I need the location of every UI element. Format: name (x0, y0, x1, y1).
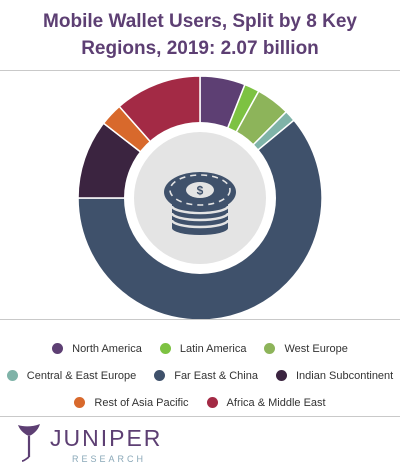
chart-title-line-2: Regions, 2019: 2.07 billion (81, 38, 319, 59)
legend-label: Africa & Middle East (226, 396, 326, 409)
legend-swatch (275, 370, 287, 381)
legend-item: Central & East Europe (6, 369, 137, 382)
legend-label: Latin America (179, 342, 247, 355)
legend-label: Far East & China (174, 369, 258, 382)
legend-label: West Europe (284, 342, 348, 355)
legend-row: Rest of Asia Pacific Africa & Middle East (0, 389, 400, 416)
legend-item: Rest of Asia Pacific (74, 396, 189, 409)
legend-label: Central & East Europe (26, 369, 137, 382)
legend-swatch (159, 343, 171, 354)
juniper-leaf-icon (18, 424, 40, 462)
legend-label: North America (72, 342, 142, 355)
legend-label: Indian Subcontinent (295, 369, 394, 382)
legend-item: Latin America (159, 342, 247, 355)
chart-legend: North America Latin America West Europe Cen… (0, 335, 400, 416)
legend-swatch (264, 343, 276, 354)
svg-text:$: $ (197, 184, 204, 198)
legend-item: Indian Subcontinent (275, 369, 394, 382)
donut-chart: $ (77, 76, 323, 321)
legend-label: Rest of Asia Pacific (94, 396, 189, 409)
chart-title-line-1: Mobile Wallet Users, Split by 8 Key (43, 11, 357, 32)
logo-subtitle: RESEARCH (72, 454, 147, 464)
chart-title: Mobile Wallet Users, Split by 8 Key Regi… (0, 8, 400, 62)
legend-row: North America Latin America West Europe (0, 335, 400, 362)
legend-swatch (154, 370, 166, 381)
legend-item: North America (52, 343, 142, 355)
coin-stack-icon: $ (164, 172, 236, 235)
legend-swatch (74, 397, 86, 408)
legend-item: Far East & China (154, 370, 258, 382)
logo-wordmark: JUNIPER (50, 425, 163, 451)
legend-swatch (6, 370, 18, 381)
legend-divider (0, 319, 400, 320)
bottom-divider (0, 416, 400, 417)
legend-swatch (52, 343, 64, 354)
top-divider (0, 70, 400, 71)
legend-row: Central & East Europe Far East & China Ind… (0, 362, 400, 389)
legend-item: Africa & Middle East (206, 396, 326, 409)
legend-item: West Europe (264, 342, 348, 355)
juniper-logo: JUNIPER RESEARCH (14, 419, 214, 469)
legend-swatch (206, 397, 218, 408)
